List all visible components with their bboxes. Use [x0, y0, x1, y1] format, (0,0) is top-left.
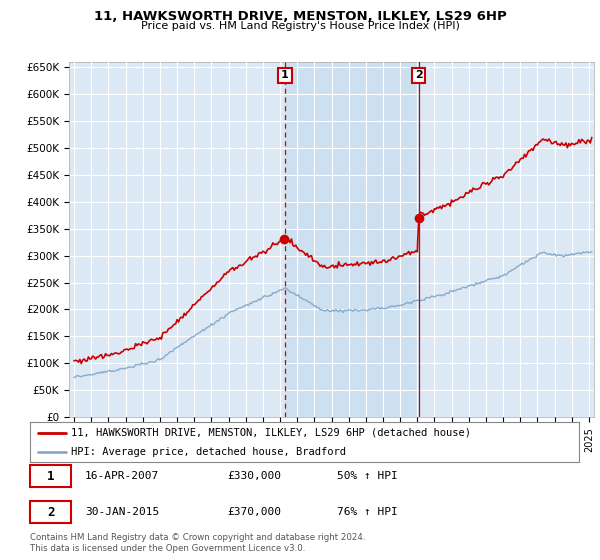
Text: Contains HM Land Registry data © Crown copyright and database right 2024.
This d: Contains HM Land Registry data © Crown c…	[30, 533, 365, 553]
Bar	[285, 62, 419, 417]
FancyBboxPatch shape	[30, 501, 71, 523]
Text: £330,000: £330,000	[227, 471, 281, 481]
Text: £370,000: £370,000	[227, 507, 281, 517]
Text: 1: 1	[281, 71, 289, 81]
Text: 50% ↑ HPI: 50% ↑ HPI	[337, 471, 398, 481]
Text: 30-JAN-2015: 30-JAN-2015	[85, 507, 159, 517]
Text: 11, HAWKSWORTH DRIVE, MENSTON, ILKLEY, LS29 6HP (detached house): 11, HAWKSWORTH DRIVE, MENSTON, ILKLEY, L…	[71, 428, 471, 438]
Text: 2: 2	[415, 71, 422, 81]
Text: 1: 1	[47, 470, 55, 483]
Text: Price paid vs. HM Land Registry's House Price Index (HPI): Price paid vs. HM Land Registry's House …	[140, 21, 460, 31]
Text: 2: 2	[47, 506, 55, 519]
Text: 11, HAWKSWORTH DRIVE, MENSTON, ILKLEY, LS29 6HP: 11, HAWKSWORTH DRIVE, MENSTON, ILKLEY, L…	[94, 10, 506, 23]
Text: 16-APR-2007: 16-APR-2007	[85, 471, 159, 481]
FancyBboxPatch shape	[30, 465, 71, 487]
Text: 76% ↑ HPI: 76% ↑ HPI	[337, 507, 398, 517]
Text: HPI: Average price, detached house, Bradford: HPI: Average price, detached house, Brad…	[71, 447, 346, 457]
